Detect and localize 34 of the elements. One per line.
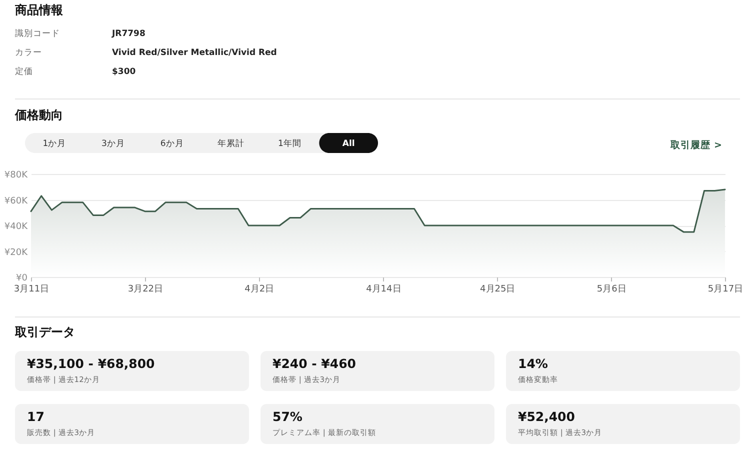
y-tick-label: ¥40K [4, 222, 29, 232]
text: 取引履歴 > [670, 139, 722, 151]
text: JR7798 [111, 29, 146, 39]
x-tick-label: 4月25日 [480, 284, 516, 294]
text: 識別コード [15, 28, 60, 39]
text: 6か月 [160, 139, 184, 149]
text: 1年間 [278, 138, 302, 149]
text: ¥35,100 - ¥68,800 [27, 356, 156, 371]
y-tick-label: ¥80K [4, 170, 29, 180]
text: 57% [272, 409, 303, 424]
text: $300 [112, 67, 136, 77]
text: Vivid Red/Silver Metallic/Vivid Red [112, 48, 277, 58]
text: 定価 [15, 66, 33, 77]
x-tick-label: 5月17日 [708, 284, 744, 294]
x-tick-label: 3月11日 [14, 284, 50, 294]
text: ¥52,400 [518, 409, 576, 424]
text: 17 [27, 409, 44, 424]
chart-title: 価格動向 [14, 108, 63, 122]
text: 3か月 [102, 139, 125, 149]
x-tick-label: 5月6日 [596, 284, 626, 294]
x-tick-label: 4月14日 [366, 284, 402, 294]
x-tick-label: 4月2日 [244, 284, 274, 294]
text: 1か月 [42, 139, 66, 149]
y-tick-label: ¥0 [16, 274, 28, 284]
text: ¥240 - ¥460 [272, 356, 356, 371]
y-tick-label: ¥60K [4, 196, 29, 206]
text: 商品情報 [14, 3, 64, 17]
text: 取引データ [14, 325, 75, 339]
text: 年累計 [217, 138, 244, 149]
text: カラー [15, 48, 42, 58]
text: All [342, 139, 355, 149]
text: 14% [518, 356, 548, 371]
x-tick-label: 3月22日 [128, 284, 164, 294]
y-tick-label: ¥20K [4, 248, 29, 258]
